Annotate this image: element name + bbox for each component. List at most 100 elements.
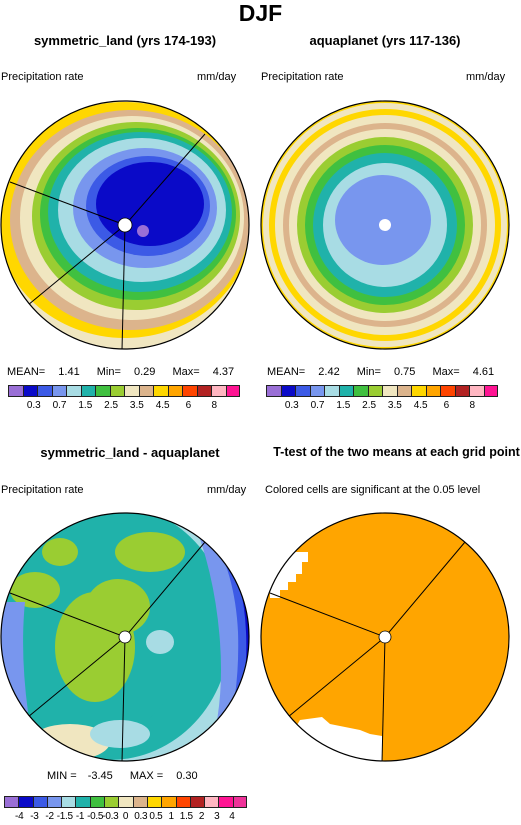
colorbar-tick-label: 6 — [185, 400, 192, 411]
colorbar-swatch — [280, 385, 295, 397]
p3-stats: MIN = -3.45 MAX = 0.30 — [47, 770, 198, 782]
p2-units-label: mm/day — [466, 71, 506, 83]
colorbar-swatch — [196, 385, 211, 397]
colorbar-swatch — [80, 385, 95, 397]
map-symmetric-land — [0, 100, 250, 350]
colorbar-swatch — [66, 385, 81, 397]
colorbar-tick-label: 3 — [214, 811, 220, 822]
colorbar-tick-label: 4.5 — [155, 400, 170, 411]
p1-min-label: Min= — [96, 366, 121, 378]
p2-stats: MEAN= 2.42 Min= 0.75 Max= 4.61 — [267, 366, 494, 378]
colorbar-swatch — [295, 385, 310, 397]
p1-min-value: 0.29 — [133, 366, 156, 378]
colorbar-swatch — [225, 385, 240, 397]
colorbar-swatch — [4, 796, 19, 808]
figure-title: DJF — [238, 0, 283, 26]
colorbar-tick-label: 1.5 — [179, 811, 193, 822]
p2-mean-value: 2.42 — [318, 366, 340, 378]
p1-stats: MEAN= 1.41 Min= 0.29 Max= 4.37 — [7, 366, 234, 378]
colorbar-swatch — [425, 385, 440, 397]
colorbar-tick-label: 1 — [168, 811, 174, 822]
panel-title-ttest: T-test of the two means at each grid poi… — [273, 445, 520, 459]
p2-min-label: Min= — [356, 366, 381, 378]
colorbar-tick-label: 0 — [122, 811, 129, 822]
p1-max-value: 4.37 — [212, 366, 235, 378]
colorbar-swatch — [309, 385, 324, 397]
colorbar-tick-label: 0.3 — [26, 400, 41, 411]
colorbar-tick-label: 1.5 — [78, 400, 93, 411]
colorbar-tick-label: -1.5 — [56, 811, 73, 822]
colorbar-tick-label: 8 — [211, 400, 217, 411]
p3-min-value: -3.45 — [87, 770, 113, 782]
colorbar-swatch — [51, 385, 66, 397]
colorbar-swatch — [182, 385, 197, 397]
colorbar-tick-label: 0.3 — [284, 400, 299, 411]
panel-title-aquaplanet: aquaplanet (yrs 117-136) — [309, 33, 461, 48]
colorbar-swatch — [153, 385, 168, 397]
p1-mean-label: MEAN= — [7, 366, 46, 378]
colorbar-symmetric-land — [8, 385, 240, 397]
colorbar-swatch — [353, 385, 368, 397]
colorbar-swatch — [32, 796, 47, 808]
colorbar-swatch — [95, 385, 110, 397]
colorbar-swatch — [204, 796, 219, 808]
colorbar-swatch — [8, 385, 23, 397]
p2-max-value: 4.61 — [472, 366, 495, 378]
colorbar-swatch — [104, 796, 119, 808]
colorbar-swatch — [367, 385, 382, 397]
map-difference — [0, 512, 250, 762]
colorbar-swatch — [37, 385, 52, 397]
colorbar-swatch — [138, 385, 153, 397]
colorbar-swatch — [75, 796, 90, 808]
colorbar-tick-label: 6 — [443, 400, 450, 411]
colorbar-swatch — [411, 385, 426, 397]
colorbar-tick-label: 0.5 — [149, 811, 163, 822]
colorbar-swatch — [338, 385, 353, 397]
colorbar-tick-label: 1.5 — [336, 400, 351, 411]
p2-mean-label: MEAN= — [267, 366, 306, 378]
colorbar-tick-label: -2 — [45, 811, 54, 822]
p3-units-label: mm/day — [207, 484, 247, 496]
colorbar-swatch — [18, 796, 33, 808]
colorbar-tick-label: 0.7 — [52, 400, 67, 411]
colorbar-swatch — [22, 385, 37, 397]
colorbar-difference — [4, 796, 248, 808]
colorbar-swatch — [109, 385, 124, 397]
colorbar-swatch — [440, 385, 455, 397]
colorbar-swatch — [211, 385, 226, 397]
colorbar-tick-label: -4 — [15, 811, 24, 822]
colorbar-tick-label: -1 — [75, 811, 85, 822]
colorbar-tick-label: 0.7 — [310, 400, 325, 411]
colorbar-swatch — [46, 796, 62, 808]
colorbar-tick-label: 0.3 — [134, 811, 148, 822]
panel-title-difference: symmetric_land - aquaplanet — [40, 445, 220, 460]
p2-max-label: Max= — [432, 366, 460, 378]
colorbar-swatch — [266, 385, 281, 397]
colorbar-tick-label: 3.5 — [387, 400, 402, 411]
p2-variable-label: Precipitation rate — [261, 71, 344, 83]
colorbar-swatch — [396, 385, 411, 397]
colorbar-tick-label: -3 — [30, 811, 39, 822]
colorbar-swatch — [483, 385, 498, 397]
p1-units-label: mm/day — [197, 71, 237, 83]
colorbar-swatch — [161, 796, 176, 808]
colorbar-swatch — [218, 796, 233, 808]
colorbar-swatch — [124, 385, 139, 397]
colorbar-aquaplanet — [266, 385, 498, 397]
panel-title-symmetric-land: symmetric_land (yrs 174-193) — [33, 33, 217, 48]
colorbar-swatch — [382, 385, 397, 397]
p3-max-label: MAX = — [129, 770, 164, 782]
colorbar-swatch — [189, 796, 205, 808]
p2-min-value: 0.75 — [393, 366, 416, 378]
colorbar-swatch — [469, 385, 484, 397]
map-ttest — [260, 512, 510, 762]
colorbar-swatch — [89, 796, 105, 808]
p1-variable-label: Precipitation rate — [1, 71, 84, 83]
colorbar-tick-label: 4.5 — [413, 400, 428, 411]
p3-min-label: MIN = — [47, 770, 77, 782]
colorbar-tick-label: 8 — [469, 400, 475, 411]
colorbar-swatch — [232, 796, 248, 808]
p1-mean-value: 1.41 — [58, 366, 80, 378]
p3-variable-label: Precipitation rate — [1, 484, 84, 496]
colorbar-tick-label: 2 — [198, 811, 205, 822]
